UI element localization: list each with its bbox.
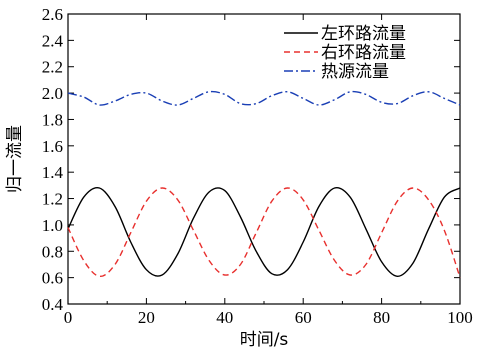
series-line-1 bbox=[67, 186, 461, 278]
x-tick-label: 60 bbox=[295, 308, 312, 327]
y-tick-label: 0.6 bbox=[42, 269, 63, 288]
y-axis-title: 归一流量 bbox=[5, 125, 25, 193]
axes: 0 20 40 60 80 100 0.4 0.6 0.8 1.0 1.2 1.4 1.6 1.8 2.0 2… bbox=[42, 5, 473, 327]
series-group bbox=[67, 90, 461, 278]
y-tick-label: 0.8 bbox=[42, 242, 63, 261]
legend-label-3: 热源流量 bbox=[321, 62, 389, 82]
x-axis-title: 时间/s bbox=[240, 330, 289, 350]
series-line-2 bbox=[67, 187, 461, 278]
y-tick-label: 2.6 bbox=[42, 5, 63, 24]
y-tick-label: 1.0 bbox=[42, 216, 63, 235]
legend-label-2: 右环路流量 bbox=[321, 43, 406, 63]
y-tick-label: 0.4 bbox=[42, 295, 64, 314]
x-tick-label: 0 bbox=[64, 308, 73, 327]
y-tick-label: 1.6 bbox=[42, 137, 63, 156]
legend-label-1: 左环路流量 bbox=[321, 24, 406, 44]
x-tick-label: 100 bbox=[447, 308, 473, 327]
y-tick-label: 2.2 bbox=[42, 58, 63, 77]
series-line-3 bbox=[67, 90, 461, 106]
y-tick-label: 1.2 bbox=[42, 190, 63, 209]
y-tick-label: 1.4 bbox=[42, 163, 64, 182]
x-tick-label: 40 bbox=[216, 308, 233, 327]
x-tick-label: 20 bbox=[138, 308, 155, 327]
y-tick-label: 2.4 bbox=[42, 31, 64, 50]
y-tick-label: 2.0 bbox=[42, 84, 63, 103]
y-tick-label: 1.8 bbox=[42, 110, 63, 129]
x-tick-label: 80 bbox=[373, 308, 390, 327]
